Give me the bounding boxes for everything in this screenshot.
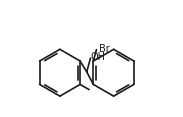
Text: OH: OH [90,52,105,62]
Text: Br: Br [99,44,110,54]
